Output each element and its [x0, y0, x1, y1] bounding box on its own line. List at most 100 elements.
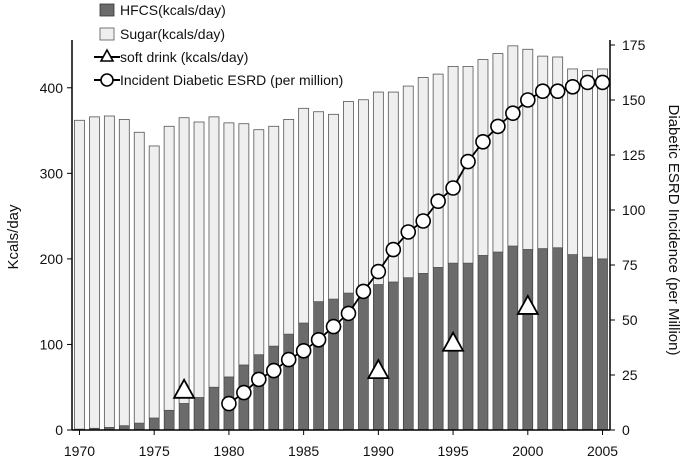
y2-tick-label: 175 — [622, 37, 646, 53]
bar-hfcs-1975 — [148, 417, 160, 431]
esrd-point-1989 — [355, 283, 372, 300]
soft-drink-point-1990 — [366, 358, 390, 380]
bar-sugar-1977 — [178, 117, 190, 404]
bar-hfcs-1982 — [253, 354, 265, 431]
esrd-point-1993 — [415, 213, 431, 229]
y2-tick-label: 0 — [622, 422, 630, 438]
esrd-point-2005 — [594, 74, 611, 91]
x-tick-label: 2005 — [587, 443, 618, 459]
esrd-point-1999 — [505, 105, 521, 121]
esrd-point-1996 — [460, 153, 476, 170]
bar-sugar-2000 — [522, 48, 534, 250]
y-tick-label: 400 — [40, 80, 64, 96]
legend-label-soft-drink: soft drink (kcals/day) — [120, 49, 248, 65]
bar-sugar-1978 — [193, 121, 205, 398]
soft-drink-point-1995 — [441, 330, 465, 352]
x-tick-label: 1975 — [139, 443, 170, 459]
bar-sugar-1982 — [253, 129, 265, 356]
bar-hfcs-1993 — [417, 273, 429, 431]
bar-sugar-1995 — [447, 65, 459, 264]
bar-sugar-1985 — [298, 107, 310, 324]
bar-hfcs-2004 — [582, 256, 593, 431]
esrd-point-1987 — [325, 318, 342, 335]
bar-hfcs-1994 — [432, 267, 444, 431]
bar-hfcs-1984 — [283, 333, 294, 431]
y-ticks-right: 0 25 50 75 100 125 150 175 — [610, 37, 646, 438]
y-axis-left-label: Kcals/day — [5, 204, 22, 270]
esrd-point-2003 — [564, 79, 581, 95]
legend-circle-icon — [100, 73, 114, 87]
esrd-point-2002 — [549, 83, 566, 99]
bar-hfcs-1996 — [462, 262, 474, 431]
esrd-point-1998 — [490, 118, 506, 135]
y2-tick-label: 50 — [622, 312, 638, 328]
bar-hfcs-1987 — [328, 298, 339, 431]
bar-sugar-1984 — [283, 119, 295, 335]
esrd-point-1986 — [310, 331, 327, 348]
bar-sugar-1994 — [432, 73, 444, 268]
bar-hfcs-1992 — [402, 277, 414, 431]
bar-hfcs-1997 — [477, 255, 489, 431]
bar-sugar-1999 — [507, 45, 519, 247]
marker-layer — [172, 74, 611, 412]
y-axis-right-label: Diabetic ESRD Incidence (per Million) — [665, 105, 682, 356]
legend: HFCS(kcals/day) Sugar(kcals/day) soft drin… — [94, 2, 343, 88]
x-tick-label: 1990 — [363, 443, 394, 459]
bar-hfcs-1979 — [208, 386, 220, 431]
bar-hfcs-1976 — [163, 410, 175, 431]
esrd-point-1991 — [385, 241, 402, 258]
bar-sugar-1983 — [268, 125, 280, 347]
esrd-point-1992 — [400, 224, 417, 240]
bar-hfcs-1998 — [492, 251, 504, 431]
esrd-point-1984 — [280, 351, 297, 368]
esrd-point-1982 — [251, 371, 267, 388]
legend-label-esrd: Incident Diabetic ESRD (per million) — [120, 72, 343, 88]
bar-sugar-1974 — [133, 131, 145, 424]
esrd-point-1990 — [370, 263, 387, 280]
bar-sugar-2002 — [552, 56, 564, 249]
legend-swatch-sugar — [99, 27, 115, 41]
esrd-point-1995 — [445, 180, 461, 196]
esrd-point-1980 — [221, 395, 237, 412]
bar-hfcs-1990 — [373, 284, 384, 431]
bar-hfcs-1986 — [313, 301, 324, 431]
bar-sugar-2001 — [537, 55, 549, 250]
bar-sugar-1998 — [492, 53, 504, 253]
bar-sugar-1972 — [103, 115, 115, 428]
bar-sugar-1976 — [163, 125, 175, 411]
bar-hfcs-2000 — [522, 249, 534, 431]
legend-triangle-icon — [99, 48, 115, 62]
esrd-point-1983 — [265, 362, 282, 379]
legend-swatch-hfcs — [99, 3, 115, 17]
bar-sugar-1986 — [313, 111, 324, 303]
soft-drink-point-1977 — [172, 377, 196, 399]
bar-sugar-1981 — [238, 123, 250, 366]
esrd-point-2004 — [579, 74, 596, 91]
soft-drink-point-2000 — [516, 294, 540, 315]
y-ticks-left: 0 100 200 300 400 — [40, 80, 72, 438]
esrd-point-1988 — [340, 305, 357, 322]
x-tick-label: 2000 — [512, 443, 543, 459]
bar-sugar-1991 — [387, 91, 399, 283]
y2-tick-label: 100 — [622, 202, 646, 218]
bar-sugar-2003 — [567, 68, 579, 256]
esrd-point-2000 — [520, 92, 536, 108]
bar-sugar-1989 — [358, 99, 369, 290]
bar-sugar-1971 — [89, 116, 100, 429]
x-tick-label: 1985 — [288, 443, 319, 459]
bar-sugar-1970 — [74, 119, 85, 430]
y-tick-label: 200 — [40, 251, 64, 267]
y2-tick-label: 25 — [622, 367, 638, 383]
bar-hfcs-1974 — [133, 422, 145, 431]
bar-sugar-1973 — [118, 119, 130, 427]
bar-hfcs-1989 — [358, 288, 369, 431]
bar-sugar-1979 — [208, 116, 220, 388]
bar-sugar-1980 — [223, 122, 235, 378]
bar-hfcs-1983 — [268, 345, 280, 431]
esrd-point-1981 — [236, 384, 252, 401]
x-tick-label: 1980 — [213, 443, 244, 459]
esrd-point-1997 — [475, 134, 491, 150]
bar-sugar-2005 — [597, 68, 608, 260]
esrd-point-2001 — [534, 83, 551, 99]
y-tick-label: 100 — [40, 336, 64, 352]
